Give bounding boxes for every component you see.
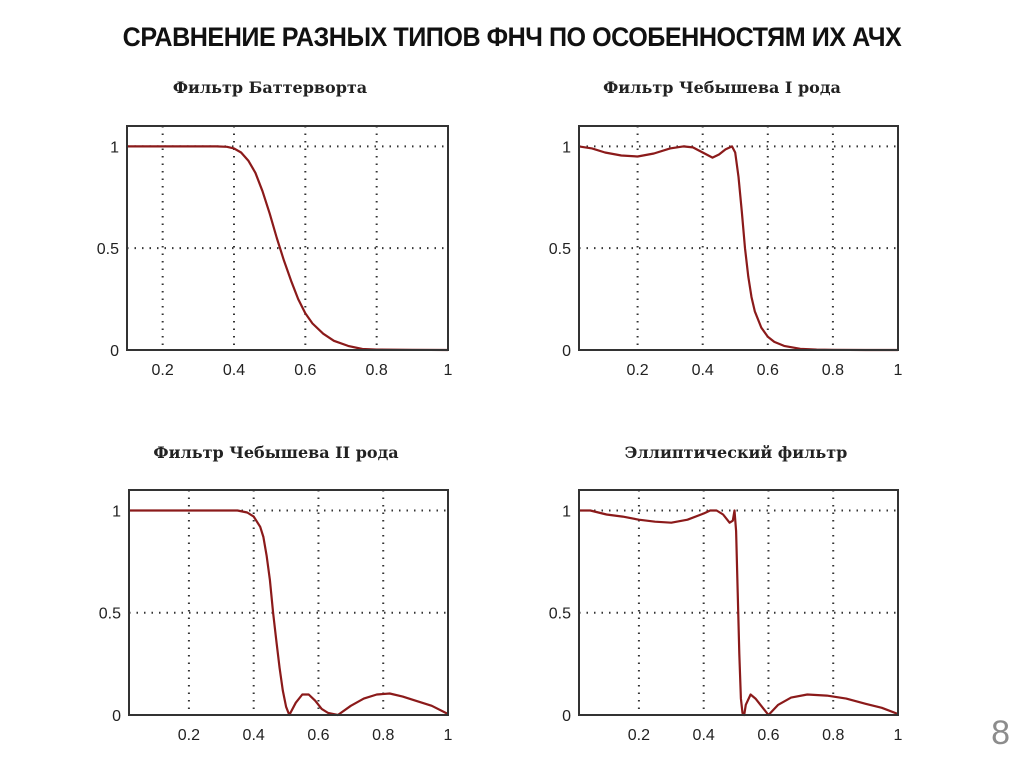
y-tick-label: 0 [112,708,121,725]
x-tick-label: 0.4 [243,727,265,744]
y-tick-label: 0.5 [549,241,571,258]
x-tick-label: 1 [894,727,903,744]
plot-frame [128,489,449,716]
y-tick-label: 0.5 [99,606,121,623]
y-tick-label: 1 [112,503,121,520]
x-tick-label: 0.4 [223,362,245,379]
y-tick-label: 0 [562,343,571,360]
x-tick-label: 0.6 [294,362,316,379]
y-tick-label: 0 [562,708,571,725]
y-tick-label: 1 [562,139,571,156]
page-title: СРАВНЕНИЕ РАЗНЫХ ТИПОВ ФНЧ ПО ОСОБЕННОСТ… [122,22,902,52]
x-tick-label: 0.6 [307,727,329,744]
plot-frame [578,125,899,351]
series-line [129,509,449,717]
y-tick-label: 0.5 [549,606,571,623]
grid-lines [579,126,898,350]
y-tick-label: 0.5 [97,241,119,258]
x-tick-label: 1 [444,727,453,744]
chart-title: Фильтр Баттерворта [172,78,368,97]
y-tick-label: 1 [110,139,119,156]
x-tick-label: 0.2 [628,727,650,744]
x-tick-label: 0.6 [757,362,779,379]
x-tick-label: 0.2 [152,362,174,379]
x-tick-label: 1 [444,362,453,379]
x-tick-label: 0.6 [757,727,779,744]
plot-frame [578,489,899,716]
x-tick-label: 0.2 [626,362,648,379]
x-tick-label: 0.8 [822,362,844,379]
slide-number: 8 [991,714,1010,752]
grid-lines [129,490,448,715]
x-tick-label: 1 [894,362,903,379]
x-tick-label: 0.8 [366,362,388,379]
x-tick-label: 0.4 [693,727,715,744]
x-tick-label: 0.8 [822,727,844,744]
y-tick-label: 1 [562,503,571,520]
y-tick-label: 0 [110,343,119,360]
x-tick-label: 0.8 [372,727,394,744]
series-line [127,145,449,352]
plot-frame [126,125,449,351]
x-tick-label: 0.4 [692,362,714,379]
series-line [578,145,898,352]
chart-title: Фильтр Чебышева II рода [153,443,399,462]
series-line [579,509,899,717]
chart-title: Эллиптический фильтр [624,443,848,462]
chart-title: Фильтр Чебышева I рода [603,78,841,97]
grid-lines [127,126,448,350]
grid-lines [579,490,898,715]
x-tick-label: 0.2 [178,727,200,744]
